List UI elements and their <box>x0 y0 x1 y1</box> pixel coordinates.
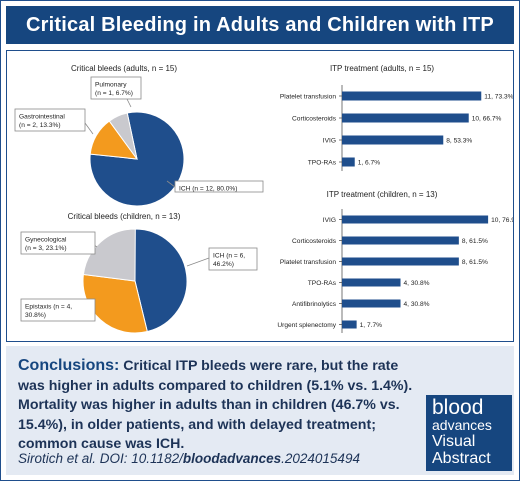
bar-category-label: Urgent splenectomy <box>277 322 336 329</box>
bar-platelet-transfusion <box>342 257 459 266</box>
bar-category-label: Corticosteroids <box>292 115 337 122</box>
conclusions-box: Conclusions: Critical ITP bleeds were ra… <box>6 346 514 475</box>
bar-category-label: Platelet transfusion <box>280 93 336 100</box>
pie-label-ich: ICH (n = 6, <box>213 253 245 260</box>
bar-value-label: 8, 53.3% <box>446 137 472 144</box>
bar-value-label: 4, 30.8% <box>404 280 430 287</box>
label-leader <box>126 98 132 108</box>
logo-blood: blood <box>432 396 484 419</box>
pie-slice-pulmonary <box>108 112 138 160</box>
bar-platelet-transfusion <box>342 91 482 101</box>
bar-value-label: 1, 6.7% <box>358 159 380 166</box>
logo-abstract: Abstract <box>432 450 491 467</box>
citation-authors: Sirotich et al. DOI: 10.1182/ <box>18 451 183 466</box>
pie-label-gynecological: (n = 3, 23.1%) <box>25 245 67 252</box>
pie-label-epistaxis-box <box>20 298 96 322</box>
pie-label-gastrointestinal: (n = 2, 13.3%) <box>19 122 61 129</box>
bar-urgent-splenectomy <box>342 320 357 329</box>
citation: Sirotich et al. DOI: 10.1182/bloodadvanc… <box>18 451 360 466</box>
bar-value-label: 10, 76.9% <box>491 217 513 224</box>
bar-title: ITP treatment (children, n = 13) <box>327 190 438 199</box>
logo-advances: advances <box>432 417 492 433</box>
bar-category-label: Platelet transfusion <box>280 259 336 266</box>
pie-label-epistaxis: 30.8%) <box>25 312 46 319</box>
bar-tpo-ras <box>342 278 401 287</box>
conclusions-text: Conclusions: Critical ITP bleeds were ra… <box>18 356 418 455</box>
logo-visual: Visual <box>432 433 476 450</box>
bar-category-label: Corticosteroids <box>292 238 337 245</box>
bar-ivig <box>342 135 444 145</box>
pie-label-pulmonary: (n = 1, 6.7%) <box>95 90 133 97</box>
label-leader <box>186 257 210 267</box>
citation-journal: bloodadvances <box>182 451 282 466</box>
pie-slice-epistaxis <box>82 273 148 334</box>
pie-label-gynecological-box <box>20 231 96 255</box>
pie-title: Critical bleeds (adults, n = 15) <box>71 64 177 73</box>
pie-label-ich-box <box>174 180 264 193</box>
pie-label-pulmonary-box <box>90 76 142 100</box>
citation-suffix: .2024015494 <box>281 451 360 466</box>
bar-ivig <box>342 215 489 224</box>
bar-category-label: TPO-RAs <box>308 159 337 166</box>
conclusions-heading: Conclusions: <box>18 357 120 374</box>
pie-slice-gynecological <box>82 228 136 282</box>
bar-title: ITP treatment (adults, n = 15) <box>330 64 434 73</box>
bar-category-label: IVIG <box>323 217 336 224</box>
bar-tpo-ras <box>342 157 355 167</box>
bar-category-label: IVIG <box>323 137 336 144</box>
charts-svg: Critical bleeds (adults, n = 15) ICH (n =… <box>14 64 513 334</box>
bar-category-label: Antifibrinolytics <box>292 301 337 308</box>
pie-slice-ich <box>134 228 188 333</box>
label-leader <box>166 180 176 188</box>
pie-label-ich-box <box>208 247 258 271</box>
bar-category-label: TPO-RAs <box>308 280 337 287</box>
bar-value-label: 8, 61.5% <box>462 238 488 245</box>
pie-label-gastrointestinal-box <box>14 108 86 132</box>
bar-corticosteroids <box>342 236 459 245</box>
bar-value-label: 11, 73.3% <box>484 93 513 100</box>
bar-antifibrinolytics <box>342 299 401 308</box>
label-leader <box>84 122 94 135</box>
bar-value-label: 10, 66.7% <box>472 115 502 122</box>
blood-advances-logo: blood advances Visual Abstract <box>426 395 512 471</box>
bar-value-label: 1, 7.7% <box>360 322 382 329</box>
bar-corticosteroids <box>342 113 469 123</box>
pie-label-ich: ICH (n = 12, 80.0%) <box>179 186 237 193</box>
bar-value-label: 4, 30.8% <box>404 301 430 308</box>
bar-value-label: 8, 61.5% <box>462 259 488 266</box>
conclusions-body: Critical ITP bleeds were rare, but the r… <box>18 358 413 452</box>
pie-label-gastrointestinal: Gastrointestinal <box>19 114 65 121</box>
pie-label-ich: 46.2%) <box>213 261 234 268</box>
pie-title: Critical bleeds (children, n = 13) <box>68 212 181 221</box>
pie-label-epistaxis: Epistaxis (n = 4, <box>25 304 72 311</box>
charts-panel: Critical bleeds (adults, n = 15) ICH (n =… <box>6 50 514 342</box>
page-title: Critical Bleeding in Adults and Children… <box>6 6 514 44</box>
pie-label-pulmonary: Pulmonary <box>95 82 127 89</box>
pie-label-gynecological: Gynecological <box>25 237 67 244</box>
